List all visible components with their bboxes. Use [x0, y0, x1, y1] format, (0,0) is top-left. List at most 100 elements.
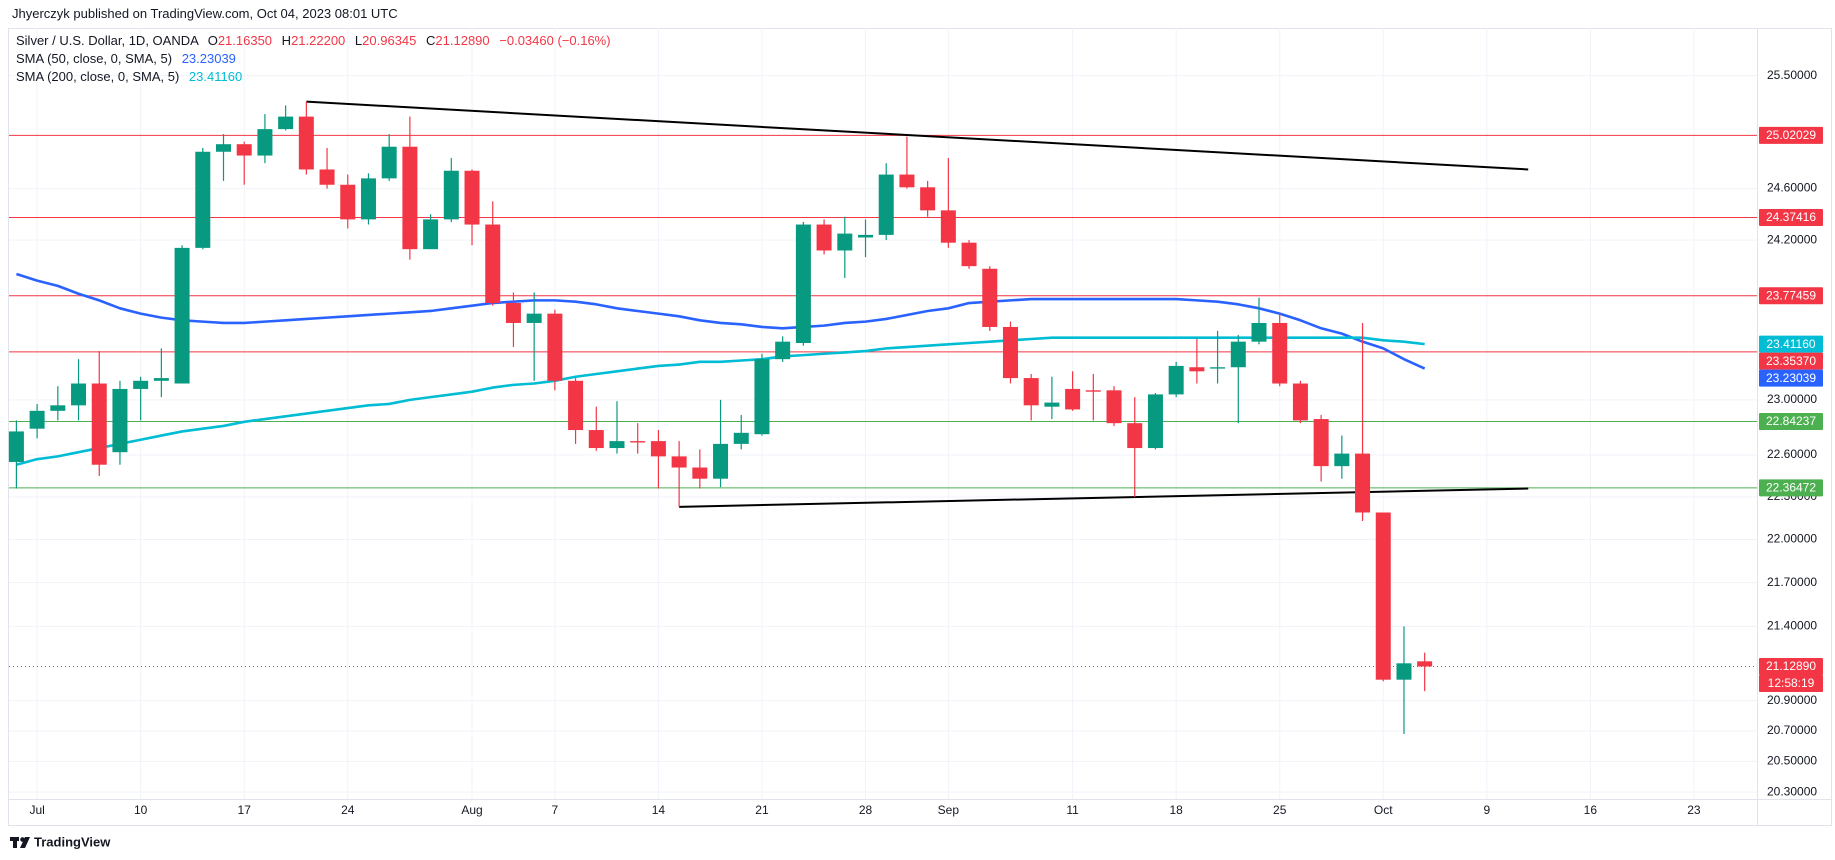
legend-row: SMA (50, close, 0, SMA, 5) 23.23039 — [16, 50, 611, 68]
ohlc-key: O — [207, 33, 218, 48]
candle-body — [526, 313, 542, 323]
x-tick-label: 10 — [134, 803, 148, 817]
candle-body — [1396, 663, 1412, 680]
price-tag-label: 25.02029 — [1766, 128, 1816, 142]
candle-body — [650, 441, 666, 457]
x-tick-label: 18 — [1169, 803, 1183, 817]
price-tag — [1759, 335, 1823, 353]
price-tag-label: 21.12890 — [1766, 659, 1816, 673]
candle-body — [754, 359, 770, 435]
y-tick-label: 22.00000 — [1767, 532, 1817, 546]
x-tick-label: 11 — [1066, 803, 1079, 817]
candle-body — [112, 388, 128, 453]
x-tick-label: 17 — [238, 803, 252, 817]
legend-value: 23.23039 — [181, 51, 236, 66]
legend-value: 23.41160 — [188, 69, 243, 84]
chart-frame — [8, 28, 1832, 826]
price-tag — [1759, 479, 1823, 497]
price-tag — [1759, 287, 1823, 305]
candle-body — [278, 116, 294, 130]
candle-body — [360, 178, 376, 220]
candle-body — [713, 443, 729, 479]
brand-name: TradingView — [34, 834, 111, 849]
candle-body — [1334, 453, 1350, 467]
trend-line — [679, 487, 1529, 508]
price-tags: 25.50000 24.60000 24.20000 23.00000 22.60000… — [1759, 68, 1823, 798]
ohlc-key: H — [281, 33, 292, 48]
candle-body — [1044, 402, 1060, 407]
countdown-tag — [1759, 674, 1823, 692]
x-tick-label: Jul — [29, 803, 44, 817]
candle-body — [381, 146, 397, 179]
change-value: −0.03460 (−0.16%) — [499, 33, 611, 48]
candle-body — [50, 405, 66, 411]
ohlc-value: 21.22200 — [291, 33, 346, 48]
candle-body — [1210, 367, 1226, 369]
candle-body — [91, 383, 107, 465]
candle-body — [298, 116, 314, 170]
price-tag-label: 23.35370 — [1766, 354, 1816, 368]
candle-body — [795, 224, 811, 344]
candle-body — [236, 144, 252, 156]
legend-label: SMA (50, close, 0, SMA, 5) — [16, 51, 173, 66]
candle-body — [1417, 661, 1433, 667]
candle-body — [8, 431, 24, 462]
candle-body — [1147, 394, 1163, 449]
candle-body — [1251, 322, 1267, 342]
x-tick-label: 7 — [552, 803, 559, 817]
candle-body — [837, 233, 853, 251]
candle-body — [195, 151, 211, 248]
y-tick-label: 24.20000 — [1767, 232, 1817, 246]
candle-body — [133, 380, 149, 389]
candle-body — [1355, 453, 1371, 513]
logo-part — [13, 837, 17, 848]
brand-logo — [10, 837, 30, 848]
candle-body — [505, 303, 521, 323]
candle-body — [858, 234, 874, 238]
legend-symbol-row: Silver / U.S. Dollar, 1D, OANDA O21.1635… — [16, 32, 611, 50]
x-tick-label: 23 — [1687, 803, 1701, 817]
legend-label: SMA (200, close, 0, SMA, 5) — [16, 69, 180, 84]
candle-body — [547, 313, 563, 381]
candle-body — [878, 174, 894, 235]
y-tick-label: 20.70000 — [1767, 723, 1817, 737]
logo-part — [20, 837, 30, 848]
x-tick-label: 21 — [755, 803, 769, 817]
candle-body — [1292, 383, 1308, 421]
price-tag-label: 22.36472 — [1766, 481, 1816, 495]
x-tick-label: 24 — [341, 803, 355, 817]
published-note: Jhyerczyk published on TradingView.com, … — [12, 6, 398, 21]
candle-body — [1065, 388, 1081, 410]
candle-body — [29, 410, 45, 429]
x-tick-label: 14 — [652, 803, 666, 817]
x-tick-label: Aug — [461, 803, 482, 817]
y-tick-label: 23.00000 — [1767, 392, 1817, 406]
candle-body — [733, 432, 749, 444]
price-tag-label: 23.23039 — [1766, 371, 1816, 385]
price-tag-label: 23.41160 — [1766, 337, 1815, 351]
candle-body — [1313, 419, 1329, 467]
candle-body — [1230, 341, 1246, 368]
candle-body — [340, 184, 356, 220]
y-tick-label: 20.90000 — [1767, 693, 1817, 707]
candle-body — [920, 187, 936, 211]
countdown-label: 12:58:19 — [1768, 676, 1815, 690]
axes — [9, 28, 1832, 825]
candle-body — [1106, 390, 1122, 424]
ohlc-value: 21.16350 — [217, 33, 273, 48]
x-tick-label: Oct — [1374, 803, 1393, 817]
price-tag — [1759, 352, 1823, 370]
candle-body — [940, 210, 956, 243]
candle-body — [174, 247, 190, 384]
candle-body — [775, 341, 791, 360]
candle-body — [671, 456, 687, 468]
candle-body — [609, 441, 625, 449]
plot-area — [8, 100, 1757, 734]
candle-body — [588, 430, 604, 449]
candle-body — [630, 441, 646, 443]
candle-body — [319, 169, 335, 185]
candle-body — [692, 467, 708, 479]
candle-body — [443, 170, 459, 220]
